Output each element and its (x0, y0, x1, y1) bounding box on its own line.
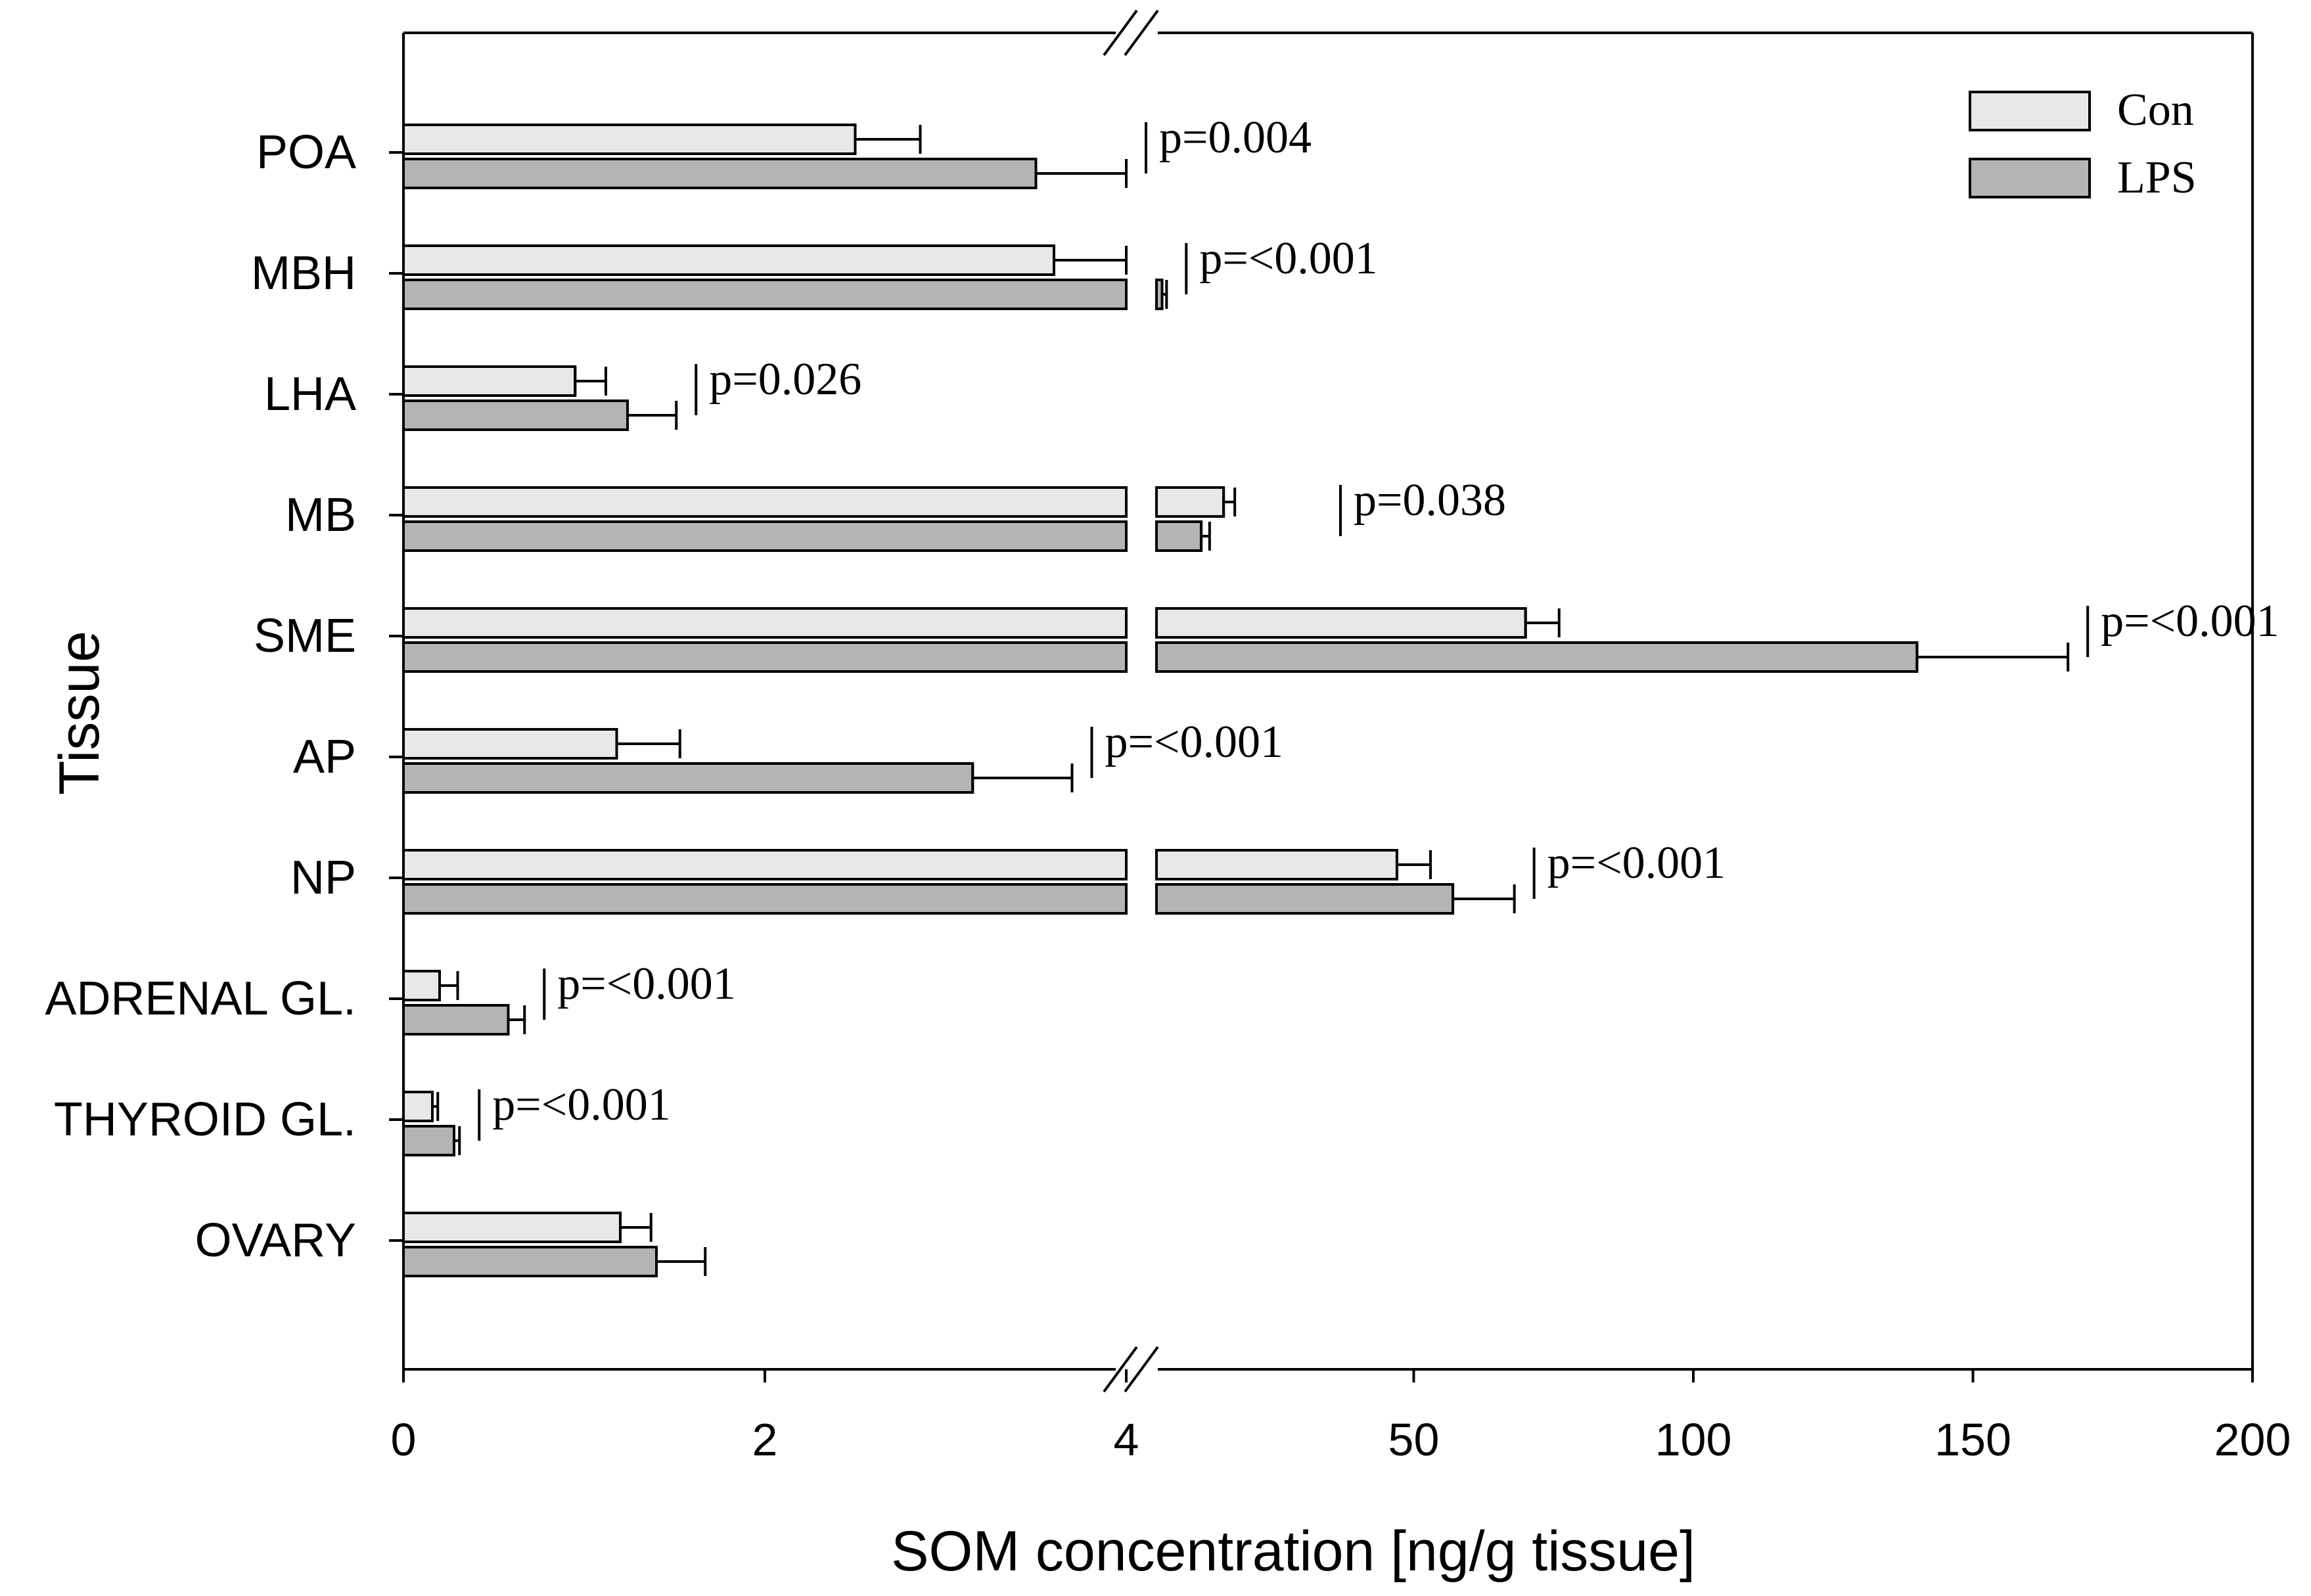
bar-lps-part1 (402, 641, 1128, 673)
bar-lps-part2 (1155, 883, 1455, 915)
x-axis-title: SOM concentration [ng/g tissue] (891, 1520, 1695, 1583)
y-tick-label: AP (293, 731, 356, 783)
bar-con (402, 244, 1055, 276)
x-tick-label: 200 (2214, 1414, 2291, 1465)
x-tick-label: 4 (1114, 1414, 1139, 1465)
x-tick-label: 2 (752, 1414, 778, 1465)
bar-lps-part2 (1155, 641, 1919, 673)
bar-lps (402, 279, 1128, 310)
axis-break-bottom-2 (1124, 1346, 1159, 1393)
x-tick-label: 150 (1934, 1414, 2011, 1465)
y-tick-label: LHA (264, 368, 356, 421)
x-tick-label: 0 (391, 1414, 417, 1465)
bar-con-part1 (402, 607, 1128, 639)
legend-swatch-lps (1969, 158, 2091, 198)
y-tick-label: SME (254, 610, 356, 662)
axis-break-top-1 (1103, 9, 1138, 57)
p-value-label: p=<0.001 (557, 959, 735, 1009)
axis-break-marks (1103, 9, 1159, 1393)
bar-lps (402, 1246, 658, 1277)
p-value-label: p=0.038 (1354, 475, 1506, 526)
x-tick-label: 100 (1655, 1414, 1732, 1465)
p-value-label: p=<0.001 (1199, 233, 1377, 284)
p-value-label: p=<0.001 (1105, 717, 1283, 767)
axis-break-top-2 (1124, 9, 1159, 57)
bar-con (402, 1091, 434, 1122)
bar-con (402, 365, 577, 397)
legend-label-con: Con (2117, 85, 2194, 135)
bar-lps-part1 (402, 883, 1128, 915)
y-tick-label: THYROID GL. (54, 1093, 356, 1146)
y-tick-label: POA (256, 126, 356, 179)
bar-con (402, 1212, 622, 1243)
bar-lps (402, 158, 1038, 189)
y-tick-label: ADRENAL GL. (45, 972, 356, 1025)
axis-break-bottom-1 (1103, 1346, 1138, 1393)
y-tick-label: MB (285, 489, 356, 541)
bar-con-part2 (1155, 486, 1225, 518)
bar-con (402, 728, 618, 760)
p-value-label: p=<0.001 (2101, 596, 2279, 647)
bar-con-part1 (402, 486, 1128, 518)
p-value-label: p=<0.001 (1547, 838, 1726, 888)
y-tick-label: MBH (251, 247, 356, 300)
x-tick-label: 50 (1388, 1414, 1440, 1465)
bar-lps (402, 399, 629, 431)
y-axis-title: Tissue (48, 631, 111, 795)
bar-con-part1 (402, 849, 1128, 880)
bar-lps (402, 1004, 510, 1036)
p-value-label: p=<0.001 (492, 1080, 670, 1130)
y-tick-label: OVARY (195, 1214, 356, 1267)
bar-con-part2 (1155, 607, 1527, 639)
p-value-label: p=0.026 (709, 354, 861, 405)
bar-con (402, 970, 441, 1001)
bar-lps (402, 762, 974, 794)
bar-lps-part2 (1155, 520, 1203, 552)
legend-label-lps: LPS (2117, 152, 2197, 203)
bar-lps (402, 1125, 455, 1156)
bar-lps-part1 (402, 520, 1128, 552)
bar-con (402, 124, 857, 155)
legend-swatch-con (1969, 91, 2091, 131)
p-value-label: p=0.004 (1159, 112, 1312, 163)
bar-con-part2 (1155, 849, 1398, 880)
y-tick-label: NP (290, 852, 356, 904)
legend: Con LPS (1969, 85, 2197, 203)
